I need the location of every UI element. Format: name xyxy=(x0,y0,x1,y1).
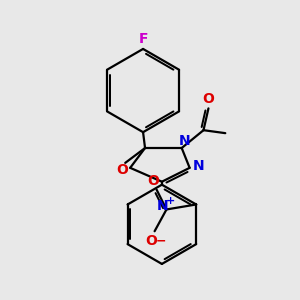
Text: O: O xyxy=(202,92,214,106)
Text: F: F xyxy=(138,32,148,46)
Text: O: O xyxy=(146,234,158,248)
Text: +: + xyxy=(166,196,175,206)
Text: −: − xyxy=(155,235,166,248)
Text: O: O xyxy=(148,174,160,188)
Text: O: O xyxy=(116,163,128,177)
Text: N: N xyxy=(157,200,168,214)
Text: N: N xyxy=(179,134,190,148)
Text: N: N xyxy=(193,159,204,173)
